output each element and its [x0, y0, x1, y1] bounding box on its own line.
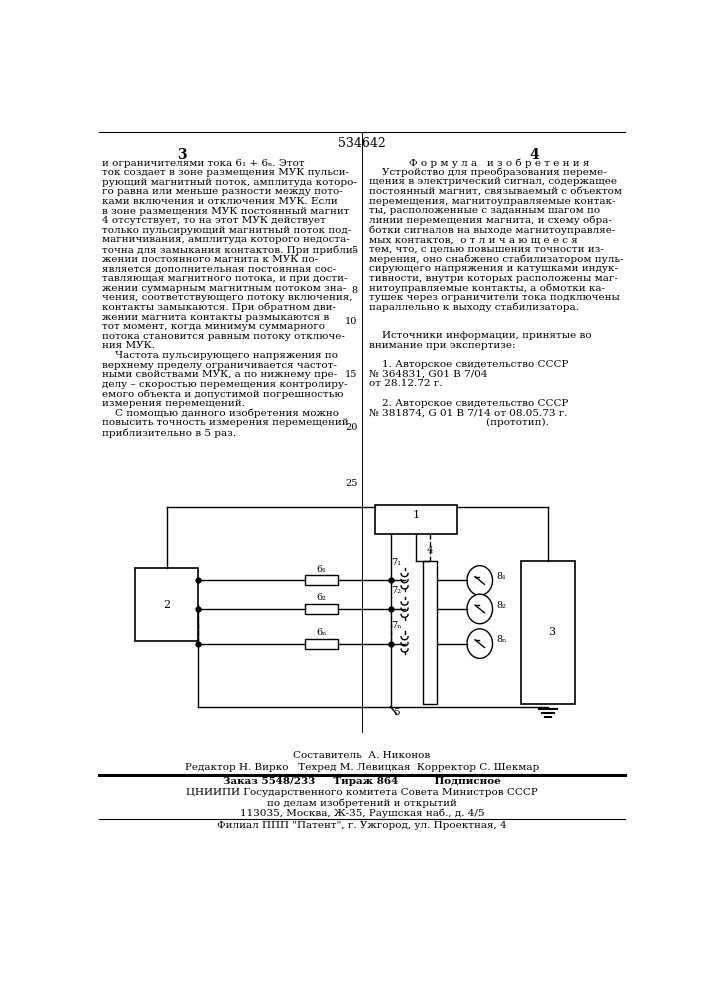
Text: № 381874, G 01 B 7/14 от 08.05.73 г.: № 381874, G 01 B 7/14 от 08.05.73 г.	[369, 408, 568, 417]
Text: 10: 10	[345, 317, 357, 326]
Text: приблизительно в 5 раз.: приблизительно в 5 раз.	[103, 428, 236, 438]
Text: ками включения и отключения МУК. Если: ками включения и отключения МУК. Если	[103, 197, 338, 206]
Bar	[423, 561, 437, 704]
Text: внимание при экспертизе:: внимание при экспертизе:	[369, 341, 515, 350]
Text: жении магнита контакты размыкаются в: жении магнита контакты размыкаются в	[103, 312, 329, 322]
Text: рующий магнитный поток, амплитуда которо-: рующий магнитный поток, амплитуда которо…	[103, 178, 357, 187]
Text: постоянный магнит, связываемый с объектом: постоянный магнит, связываемый с объекто…	[369, 187, 622, 196]
Text: линии перемещения магнита, и схему обра-: линии перемещения магнита, и схему обра-	[369, 216, 612, 225]
Text: тивности, внутри которых расположены маг-: тивности, внутри которых расположены маг…	[369, 274, 618, 283]
Text: ЦНИИПИ Государственного комитета Совета Министров СССР: ЦНИИПИ Государственного комитета Совета …	[186, 788, 538, 797]
Text: параллельно к выходу стабилизатора.: параллельно к выходу стабилизатора.	[369, 302, 579, 312]
Text: 7ₙ: 7ₙ	[391, 621, 402, 630]
Text: потока становится равным потоку отключе-: потока становится равным потоку отключе-	[103, 332, 345, 341]
Text: 8₁: 8₁	[497, 572, 507, 581]
Text: 1. Авторское свидетельство СССР: 1. Авторское свидетельство СССР	[369, 360, 568, 369]
Text: контакты замыкаются. При обратном дви-: контакты замыкаются. При обратном дви-	[103, 303, 337, 312]
Text: верхнему пределу ограничивается частот-: верхнему пределу ограничивается частот-	[103, 361, 337, 370]
Text: сирующего напряжения и катушками индук-: сирующего напряжения и катушками индук-	[369, 264, 618, 273]
Text: 534642: 534642	[338, 137, 386, 150]
Text: 25: 25	[345, 479, 357, 488]
Text: тот момент, когда минимум суммарного: тот момент, когда минимум суммарного	[103, 322, 325, 331]
Text: Заказ 5548/233     Тираж 864          Подписное: Заказ 5548/233 Тираж 864 Подписное	[223, 777, 501, 786]
Text: по делам изобретений и открытий: по делам изобретений и открытий	[267, 798, 457, 808]
Text: 4: 4	[529, 148, 539, 162]
Text: делу – скоростью перемещения контролиру-: делу – скоростью перемещения контролиру-	[103, 380, 348, 389]
Text: Составитель  А. Никонов: Составитель А. Никонов	[293, 751, 431, 760]
Text: ток создает в зоне размещения МУК пульси-: ток создает в зоне размещения МУК пульси…	[103, 168, 349, 177]
Text: 20: 20	[345, 424, 357, 432]
Text: № 364831, G01 B 7/04: № 364831, G01 B 7/04	[369, 370, 487, 379]
Text: емого объекта и допустимой погрешностью: емого объекта и допустимой погрешностью	[103, 389, 344, 399]
Text: Редактор Н. Вирко   Техред М. Левицкая  Корректор С. Шекмар: Редактор Н. Вирко Техред М. Левицкая Кор…	[185, 763, 539, 772]
Text: 8₂: 8₂	[497, 601, 507, 610]
Text: жении суммарным магнитным потоком зна-: жении суммарным магнитным потоком зна-	[103, 284, 346, 293]
Text: 6₂: 6₂	[317, 593, 327, 602]
Text: повысить точность измерения перемещений: повысить точность измерения перемещений	[103, 418, 349, 427]
Text: (прототип).: (прототип).	[369, 418, 549, 427]
Ellipse shape	[467, 566, 493, 595]
Text: 6ₙ: 6ₙ	[317, 628, 327, 637]
Text: 8: 8	[351, 286, 357, 295]
Text: 4: 4	[427, 546, 433, 555]
Text: Источники информации, принятые во: Источники информации, принятые во	[369, 331, 592, 340]
Text: 4 отсутствует, то на этот МУК действует: 4 отсутствует, то на этот МУК действует	[103, 216, 326, 225]
Text: 8ₙ: 8ₙ	[497, 635, 507, 644]
Bar	[305, 639, 338, 649]
Text: щения в электрический сигнал, содержащее: щения в электрический сигнал, содержащее	[369, 177, 617, 186]
Text: точна для замыкания контактов. При прибли-: точна для замыкания контактов. При прибл…	[103, 245, 356, 255]
Text: мерения, оно снабжено стабилизатором пуль-: мерения, оно снабжено стабилизатором пул…	[369, 254, 624, 264]
Text: 1: 1	[412, 510, 419, 520]
Text: 5: 5	[351, 246, 357, 255]
Text: 3: 3	[548, 627, 556, 637]
Text: и ограничителями тока 6₁ + 6ₙ. Этот: и ограничителями тока 6₁ + 6ₙ. Этот	[103, 158, 305, 167]
Text: только пульсирующий магнитный поток под-: только пульсирующий магнитный поток под-	[103, 226, 351, 235]
Text: магничивания, амплитуда которого недоста-: магничивания, амплитуда которого недоста…	[103, 235, 350, 244]
Bar	[521, 561, 575, 704]
Bar	[375, 505, 457, 534]
Text: ботки сигналов на выходе магнитоуправляе-: ботки сигналов на выходе магнитоуправляе…	[369, 225, 615, 235]
Text: 6₁: 6₁	[317, 565, 327, 574]
Bar	[305, 575, 338, 585]
Text: тем, что, с целью повышения точности из-: тем, что, с целью повышения точности из-	[369, 245, 604, 254]
Text: чения, соответствующего потоку включения,: чения, соответствующего потоку включения…	[103, 293, 353, 302]
Text: ными свойствами МУК, а по нижнему пре-: ными свойствами МУК, а по нижнему пре-	[103, 370, 337, 379]
Text: 7₁: 7₁	[392, 558, 402, 567]
Text: в зоне размещения МУК постоянный магнит: в зоне размещения МУК постоянный магнит	[103, 207, 350, 216]
Text: ты, расположенные с заданным шагом по: ты, расположенные с заданным шагом по	[369, 206, 600, 215]
Text: тавляющая магнитного потока, и при дости-: тавляющая магнитного потока, и при дости…	[103, 274, 348, 283]
Text: от 28.12.72 г.: от 28.12.72 г.	[369, 379, 443, 388]
Text: жении постоянного магнита к МУК по-: жении постоянного магнита к МУК по-	[103, 255, 318, 264]
Text: го равна или меньше разности между пото-: го равна или меньше разности между пото-	[103, 187, 343, 196]
Text: 3: 3	[177, 148, 186, 162]
Text: является дополнительная постоянная сос-: является дополнительная постоянная сос-	[103, 264, 337, 273]
Text: 7₂: 7₂	[392, 586, 402, 595]
Bar	[135, 568, 199, 641]
Text: 15: 15	[345, 370, 357, 379]
Text: 113035, Москва, Ж-35, Раушская наб., д. 4/5: 113035, Москва, Ж-35, Раушская наб., д. …	[240, 808, 484, 818]
Text: измерения перемещений.: измерения перемещений.	[103, 399, 245, 408]
Text: Устройство для преобразования переме-: Устройство для преобразования переме-	[369, 168, 607, 177]
Bar	[305, 604, 338, 614]
Text: Частота пульсирующего напряжения по: Частота пульсирующего напряжения по	[103, 351, 339, 360]
Ellipse shape	[467, 629, 493, 658]
Text: тушек через ограничители тока подключены: тушек через ограничители тока подключены	[369, 293, 620, 302]
Text: 5: 5	[393, 708, 399, 717]
Text: Ф о р м у л а   и з о б р е т е н и я: Ф о р м у л а и з о б р е т е н и я	[409, 158, 590, 168]
Text: 2: 2	[163, 600, 170, 610]
Text: перемещения, магнитоуправляемые контак-: перемещения, магнитоуправляемые контак-	[369, 197, 615, 206]
Text: нитоуправляемые контакты, а обмотки ка-: нитоуправляемые контакты, а обмотки ка-	[369, 283, 605, 293]
Text: С помощью данного изобретения можно: С помощью данного изобретения можно	[103, 409, 339, 418]
Text: мых контактов,  о т л и ч а ю щ е е с я: мых контактов, о т л и ч а ю щ е е с я	[369, 235, 578, 244]
Text: ния МУК.: ния МУК.	[103, 341, 156, 350]
Text: Филиал ППП "Патент", г. Ужгород, ул. Проектная, 4: Филиал ППП "Патент", г. Ужгород, ул. Про…	[217, 821, 507, 830]
Ellipse shape	[467, 594, 493, 624]
Text: 2. Авторское свидетельство СССР: 2. Авторское свидетельство СССР	[369, 399, 568, 408]
